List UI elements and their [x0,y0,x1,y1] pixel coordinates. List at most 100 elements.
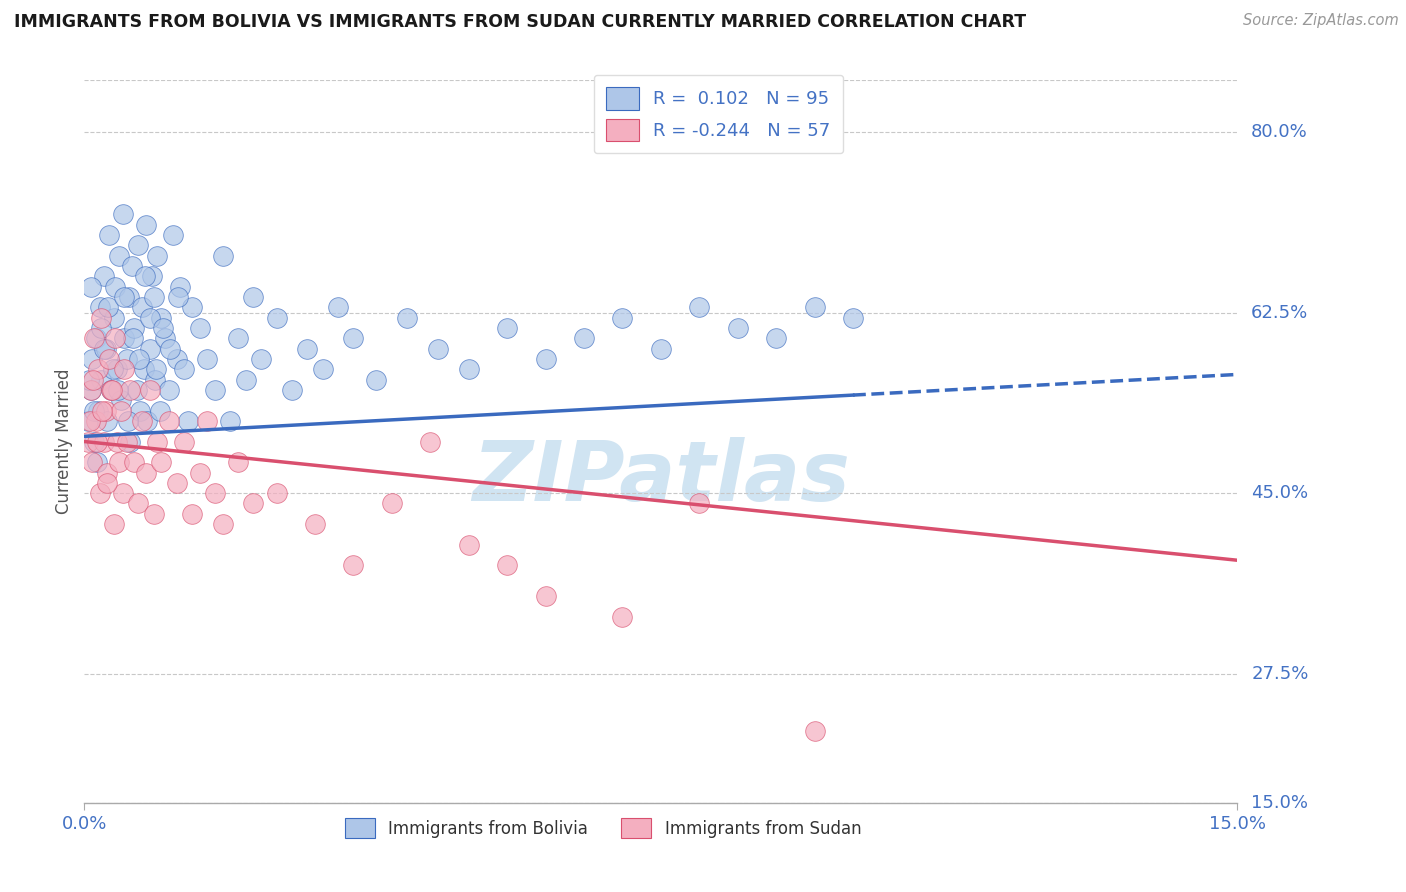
Point [79,383,101,397]
Point [135,218,157,232]
Point [134,269,156,284]
Point [127,496,149,510]
Point [131,414,153,428]
Point [688,301,710,315]
Point [108,249,131,263]
Point [396,310,419,325]
Point [496,321,519,335]
Point [181,507,204,521]
Point [96,414,118,428]
Point [169,279,191,293]
Point [111,207,134,221]
Point [166,475,188,490]
Point [97,301,120,315]
Point [86,434,108,449]
Point [80,351,103,366]
Legend: Immigrants from Bolivia, Immigrants from Sudan: Immigrants from Bolivia, Immigrants from… [339,812,868,845]
Point [83,434,105,449]
Point [97,228,120,243]
Point [139,310,162,325]
Point [112,362,135,376]
Point [89,486,111,500]
Point [89,321,111,335]
Point [572,331,595,345]
Point [111,486,134,500]
Point [94,403,117,417]
Point [195,414,218,428]
Point [381,496,404,510]
Point [219,414,242,428]
Point [146,249,169,263]
Point [120,434,142,449]
Point [266,310,288,325]
Point [100,383,122,397]
Point [157,383,180,397]
Point [242,290,264,304]
Point [496,558,519,573]
Point [97,351,120,366]
Point [842,310,865,325]
Point [173,362,195,376]
Point [96,475,118,490]
Point [112,331,135,345]
Point [107,383,129,397]
Point [304,517,326,532]
Point [326,301,349,315]
Point [457,362,479,376]
Point [82,373,104,387]
Point [79,383,101,397]
Point [124,321,146,335]
Point [297,342,319,356]
Point [105,434,128,449]
Point [103,310,125,325]
Point [84,331,107,345]
Point [79,414,101,428]
Point [419,434,441,449]
Point [226,455,249,469]
Point [108,455,131,469]
Point [93,434,115,449]
Point [534,351,557,366]
Point [311,362,333,376]
Point [152,321,174,335]
Point [121,331,143,345]
Point [89,301,111,315]
Point [127,238,149,252]
Point [765,331,787,345]
Point [167,290,190,304]
Text: IMMIGRANTS FROM BOLIVIA VS IMMIGRANTS FROM SUDAN CURRENTLY MARRIED CORRELATION C: IMMIGRANTS FROM BOLIVIA VS IMMIGRANTS FR… [14,13,1026,31]
Point [112,290,135,304]
Text: 15.0%: 15.0% [1251,794,1308,812]
Point [457,538,479,552]
Point [135,466,157,480]
Point [105,362,128,376]
Point [177,414,200,428]
Point [136,414,159,428]
Point [77,373,100,387]
Point [125,383,148,397]
Point [250,351,273,366]
Point [115,351,138,366]
Point [226,331,249,345]
Point [93,342,115,356]
Point [90,373,112,387]
Point [80,455,103,469]
Point [118,290,141,304]
Point [173,434,195,449]
Point [149,403,172,417]
Point [77,414,100,428]
Point [204,383,226,397]
Point [242,496,264,510]
Point [342,558,364,573]
Point [153,331,176,345]
Point [145,362,167,376]
Point [166,351,188,366]
Text: 80.0%: 80.0% [1251,123,1308,141]
Point [803,301,825,315]
Point [266,486,288,500]
Point [612,610,634,624]
Point [727,321,749,335]
Point [87,362,110,376]
Point [104,331,127,345]
Point [150,455,173,469]
